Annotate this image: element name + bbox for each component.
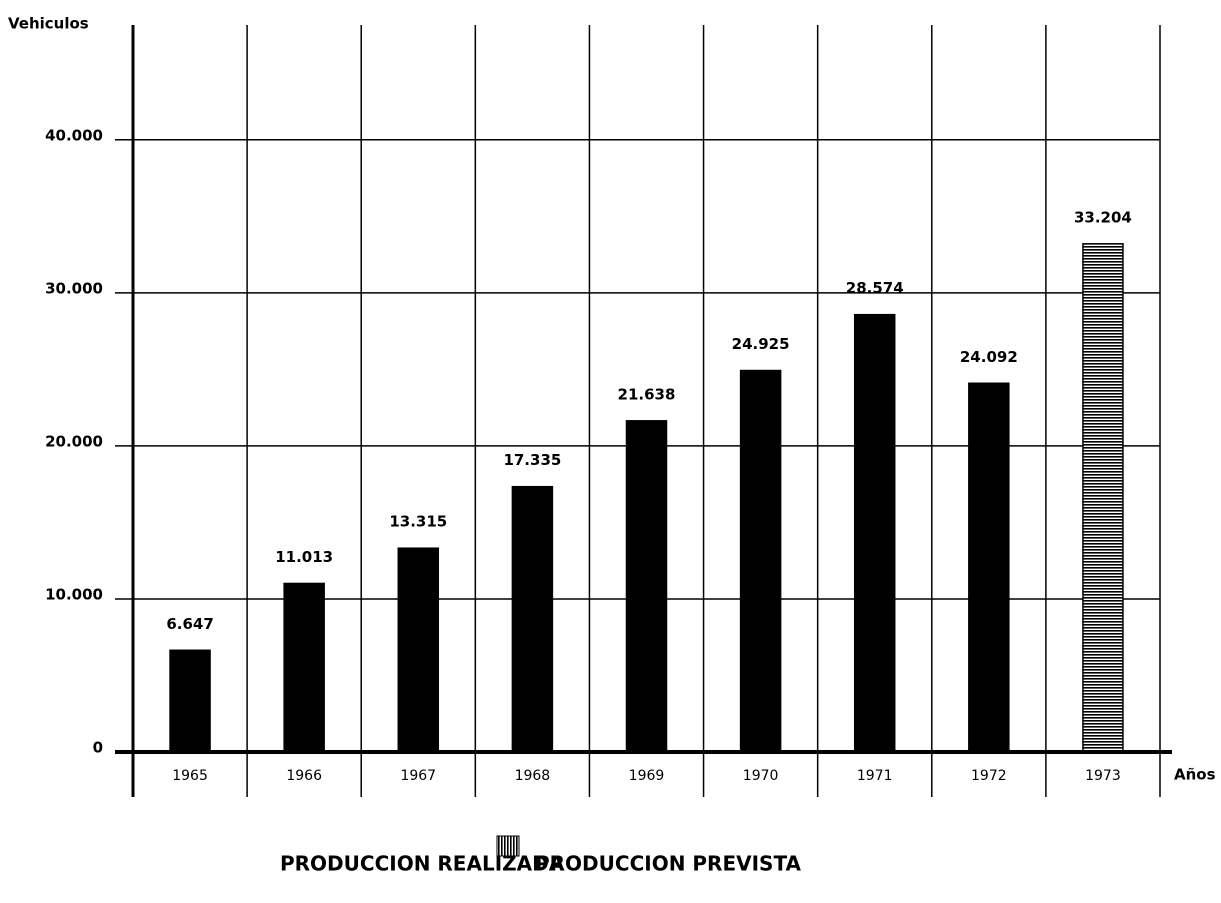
value-label: 28.574 bbox=[846, 279, 904, 297]
y-tick-label: 0 bbox=[93, 739, 103, 757]
value-label: 13.315 bbox=[389, 513, 447, 531]
x-tick-label: 1970 bbox=[743, 768, 779, 784]
x-tick-label: 1971 bbox=[857, 768, 893, 784]
bar bbox=[511, 485, 554, 753]
y-tick-label: 20.000 bbox=[45, 432, 103, 450]
value-label: 11.013 bbox=[275, 548, 333, 566]
y-axis-label: Vehiculos bbox=[8, 15, 89, 33]
x-tick-label: 1972 bbox=[971, 768, 1007, 784]
x-tick-label: 1965 bbox=[172, 768, 208, 784]
bar bbox=[283, 582, 325, 753]
y-tick-label: 10.000 bbox=[45, 585, 103, 603]
x-tick-label: 1973 bbox=[1085, 768, 1121, 784]
x-tick-label: 1969 bbox=[629, 768, 665, 784]
value-label: 6.647 bbox=[166, 615, 213, 633]
bar bbox=[739, 369, 782, 753]
value-label: 24.092 bbox=[960, 348, 1018, 366]
y-tick-label: 30.000 bbox=[45, 279, 103, 297]
y-tick-label: 40.000 bbox=[45, 126, 103, 144]
x-tick-label: 1966 bbox=[286, 768, 322, 784]
value-label: 33.204 bbox=[1074, 208, 1132, 226]
bar bbox=[853, 313, 896, 753]
x-tick-label: 1967 bbox=[400, 768, 436, 784]
bar bbox=[1082, 243, 1124, 753]
value-label: 24.925 bbox=[732, 335, 790, 353]
legend-swatch bbox=[496, 835, 520, 857]
bar bbox=[397, 547, 440, 753]
x-axis-label: Años bbox=[1174, 766, 1216, 784]
bar bbox=[968, 382, 1010, 753]
legend-label: PRODUCCION PREVISTA bbox=[535, 852, 802, 876]
bar bbox=[625, 420, 668, 753]
bar bbox=[169, 649, 211, 753]
legend-label: PRODUCCION REALIZADA bbox=[280, 852, 565, 876]
value-label: 17.335 bbox=[503, 451, 561, 469]
x-tick-label: 1968 bbox=[515, 768, 551, 784]
value-label: 21.638 bbox=[618, 385, 676, 403]
